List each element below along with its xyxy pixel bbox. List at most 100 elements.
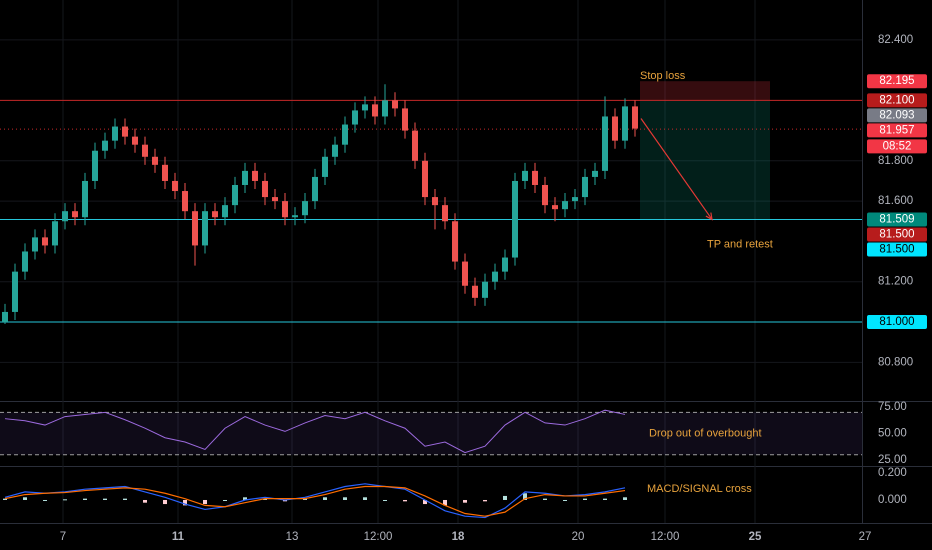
macd-histogram-bar: [123, 498, 127, 500]
macd-histogram-bar: [603, 498, 607, 500]
candle-body: [572, 197, 578, 202]
candle-body: [392, 100, 398, 109]
candle-body: [362, 104, 368, 111]
annotation: TP and retest: [707, 238, 773, 250]
candle-body: [52, 221, 58, 246]
macd-line: [4, 483, 626, 519]
candle-body: [412, 130, 418, 161]
arrow: [640, 118, 713, 220]
candle-body: [462, 261, 468, 286]
candle-body: [502, 257, 508, 272]
candle-body: [372, 104, 378, 117]
x-tick-label: 7: [60, 531, 66, 543]
candle-body: [162, 164, 168, 181]
candle-body: [432, 197, 438, 206]
macd-histogram-bar: [303, 498, 307, 500]
candle-body: [602, 116, 608, 171]
countdown: 08:52: [883, 140, 912, 152]
candle-body: [222, 205, 228, 218]
price-label-box: [867, 212, 927, 227]
price-label-box: [867, 227, 927, 242]
candle-body: [152, 156, 158, 165]
candle-body: [422, 160, 428, 198]
candle-body: [272, 197, 278, 202]
candle-body: [2, 311, 8, 323]
x-tick-label: 27: [859, 531, 872, 543]
candle-body: [242, 170, 248, 185]
candle-body: [252, 170, 258, 181]
candle-body: [482, 281, 488, 298]
macd-histogram-bar: [23, 497, 27, 500]
candle-body: [172, 180, 178, 192]
candle-body: [32, 237, 38, 252]
x-tick-label: 13: [286, 531, 299, 543]
candle-body: [132, 136, 138, 145]
macd-histogram-bar: [323, 497, 327, 500]
price-label: 81.000: [879, 316, 914, 328]
price-label: 81.500: [879, 228, 914, 240]
candle-body: [302, 201, 308, 216]
candle-body: [582, 176, 588, 198]
rsi-tick-label: 50.00: [878, 428, 907, 440]
price-label: 82.195: [879, 75, 914, 87]
candle-body: [492, 271, 498, 282]
macd-histogram-bar: [363, 497, 367, 500]
candle-body: [282, 201, 288, 218]
macd-histogram-bar: [503, 495, 507, 500]
candle-body: [212, 211, 218, 218]
macd-histogram-bar: [63, 499, 67, 501]
y-tick-label: 81.800: [878, 155, 913, 167]
price-label: 81.500: [879, 243, 914, 255]
macd-histogram-bar: [243, 497, 247, 500]
y-tick-label: 81.200: [878, 276, 913, 288]
candle-body: [472, 285, 478, 298]
candle-body: [402, 108, 408, 131]
candle-body: [592, 170, 598, 177]
macd-histogram-bar: [83, 498, 87, 500]
candle-body: [562, 201, 568, 210]
candle-body: [332, 144, 338, 157]
x-tick-label: 25: [749, 531, 762, 543]
candle-body: [512, 180, 518, 258]
macd-tick-label: 0.200: [878, 467, 907, 479]
countdown-box: [867, 139, 927, 154]
price-label: 82.100: [879, 94, 914, 106]
macd-histogram-bar: [263, 498, 267, 500]
candle-body: [612, 116, 618, 141]
price-label-box: [867, 123, 927, 138]
macd-histogram-bar: [203, 499, 207, 505]
x-tick-label: 11: [172, 531, 185, 543]
x-tick-label: 18: [452, 531, 465, 543]
y-tick-label: 82.400: [878, 34, 913, 46]
macd-tick-label: 0.000: [878, 494, 907, 506]
price-label-box: [867, 242, 927, 257]
macd-histogram-bar: [443, 499, 447, 506]
annotation: Drop out of overbought: [649, 427, 762, 439]
candle-body: [522, 170, 528, 181]
candle-body: [92, 150, 98, 181]
candle-body: [542, 184, 548, 206]
candle-body: [82, 180, 88, 218]
rsi-band: [0, 412, 862, 455]
candle-body: [552, 205, 558, 210]
macd-histogram-bar: [143, 499, 147, 503]
candle-body: [352, 110, 358, 125]
macd-histogram-bar: [43, 499, 47, 501]
candle-body: [192, 211, 198, 246]
price-label-box: [867, 74, 927, 89]
candle-body: [22, 251, 28, 272]
candle-body: [102, 140, 108, 151]
x-tick-label: 12:00: [651, 531, 680, 543]
candle-body: [322, 156, 328, 177]
y-tick-label: 80.800: [878, 356, 913, 368]
stop-zone: [640, 81, 770, 101]
candle-body: [142, 144, 148, 157]
candle-body: [122, 126, 128, 137]
candle-body: [262, 180, 268, 198]
macd-histogram-bar: [163, 499, 167, 505]
price-label-box: [867, 93, 927, 108]
price-label: 81.509: [879, 213, 914, 225]
macd-histogram-bar: [583, 498, 587, 500]
candle-body: [202, 211, 208, 246]
rsi-line: [4, 409, 626, 454]
